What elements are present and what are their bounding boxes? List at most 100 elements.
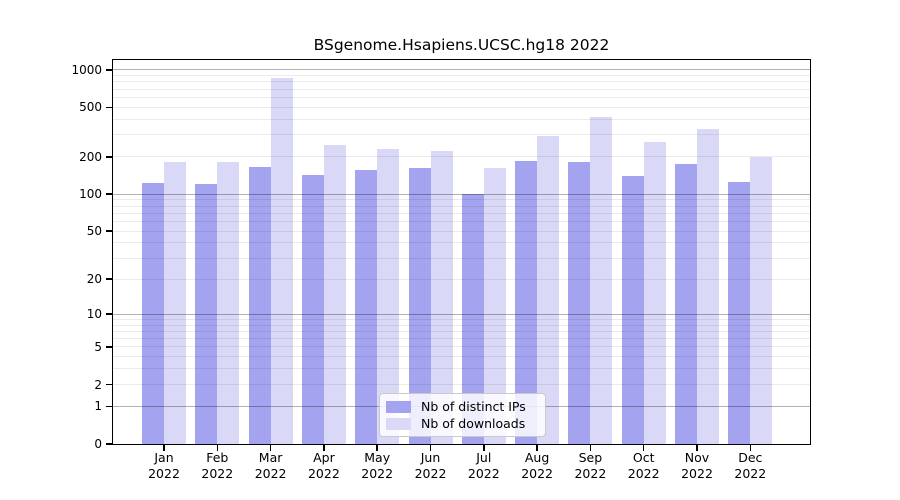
bar-downloads-oct <box>643 141 666 444</box>
bar-downloads-aug <box>537 135 560 444</box>
gridline-minor <box>113 356 810 358</box>
bar-downloads-mar <box>270 78 293 444</box>
y-tick-label: 100 <box>79 187 102 202</box>
gridline-major <box>113 193 810 195</box>
legend-swatch-downloads <box>386 417 411 430</box>
y-tick-label: 20 <box>86 272 102 287</box>
legend: Nb of distinct IPs Nb of downloads <box>379 393 546 437</box>
legend-item-downloads: Nb of downloads <box>386 415 539 432</box>
y-tick <box>106 69 113 71</box>
y-tick <box>106 230 113 232</box>
x-tick <box>163 444 165 451</box>
x-tick <box>749 444 752 451</box>
gridline-minor <box>113 278 810 280</box>
gridline-minor <box>113 330 810 332</box>
chart-title: BSgenome.Hsapiens.UCSC.hg18 2022 <box>313 36 610 54</box>
bar-distinct-ips-oct <box>621 176 644 444</box>
x-tick-label-oct: Oct 2022 <box>627 450 660 481</box>
gridline-minor <box>113 106 810 108</box>
bar-downloads-nov <box>697 128 719 444</box>
gridline-minor <box>113 242 810 244</box>
x-tick <box>376 444 378 451</box>
x-tick <box>429 444 432 451</box>
bar-downloads-jul <box>483 168 506 444</box>
y-tick <box>106 278 113 280</box>
y-tick-label: 200 <box>79 149 102 164</box>
gridline-major <box>113 69 810 71</box>
legend-item-ips: Nb of distinct IPs <box>386 398 539 415</box>
x-tick-label-sep: Sep 2022 <box>574 450 607 481</box>
y-tick <box>106 156 113 158</box>
bar-distinct-ips-may <box>355 169 378 444</box>
bar-distinct-ips-sep <box>568 161 591 444</box>
gridline-minor <box>113 324 810 326</box>
y-tick <box>106 106 113 109</box>
gridline-minor <box>113 75 810 77</box>
y-tick-label: 1 <box>94 399 102 414</box>
x-tick-label-jul: Jul 2022 <box>467 450 500 481</box>
bar-distinct-ips-jul <box>461 194 484 444</box>
gridline-minor <box>113 205 810 207</box>
bar-distinct-ips-aug <box>515 161 538 444</box>
x-tick-label-mar: Mar 2022 <box>254 450 287 481</box>
y-tick-label: 5 <box>94 339 102 354</box>
x-tick-label-may: May 2022 <box>361 450 394 481</box>
y-tick-label: 0 <box>94 437 102 451</box>
y-tick <box>106 346 113 348</box>
gridline-minor <box>113 212 810 214</box>
bar-distinct-ips-jan <box>142 183 164 444</box>
gridline-minor <box>113 346 810 348</box>
gridline-minor <box>113 88 810 90</box>
x-tick <box>642 444 645 451</box>
x-tick-label-feb: Feb 2022 <box>201 450 234 481</box>
gridline-minor <box>113 220 810 222</box>
x-tick <box>269 444 272 451</box>
bar-distinct-ips-jun <box>408 168 431 444</box>
x-tick <box>323 444 325 451</box>
legend-label-ips: Nb of distinct IPs <box>421 399 526 414</box>
x-tick-label-jun: Jun 2022 <box>414 450 447 481</box>
gridline-minor <box>113 384 810 385</box>
bar-distinct-ips-dec <box>728 182 751 444</box>
y-tick <box>106 383 113 386</box>
gridline-minor <box>113 118 810 120</box>
y-tick-label: 50 <box>86 224 102 239</box>
y-tick-label: 2 <box>94 377 102 392</box>
gridline-minor <box>113 156 810 158</box>
x-tick <box>483 444 485 451</box>
gridline-minor <box>113 199 810 201</box>
gridline-minor <box>113 81 810 83</box>
y-tick <box>106 193 113 195</box>
x-tick <box>696 444 698 451</box>
bar-downloads-may <box>377 148 400 444</box>
gridline-minor <box>113 338 810 340</box>
x-tick <box>536 444 538 451</box>
gridline-minor <box>113 257 810 259</box>
bar-downloads-jan <box>164 162 186 444</box>
gridline-minor <box>113 96 810 98</box>
gridline-minor <box>113 134 810 136</box>
x-tick-label-apr: Apr 2022 <box>307 450 340 481</box>
y-tick-label: 1000 <box>71 62 102 77</box>
legend-swatch-ips <box>386 400 411 413</box>
bar-distinct-ips-mar <box>248 167 271 444</box>
bar-distinct-ips-nov <box>675 163 697 444</box>
gridline-minor <box>113 318 810 320</box>
y-tick <box>106 405 113 408</box>
y-tick-label: 10 <box>86 307 102 322</box>
bar-downloads-apr <box>323 144 346 444</box>
x-tick-label-nov: Nov 2022 <box>681 450 713 481</box>
bar-downloads-dec <box>750 157 773 444</box>
bar-downloads-jun <box>430 150 453 444</box>
x-tick <box>216 444 219 451</box>
x-tick-label-aug: Aug 2022 <box>521 450 553 481</box>
x-tick-label-dec: Dec 2022 <box>734 450 767 481</box>
x-tick <box>589 444 592 451</box>
gridline-major <box>113 313 810 315</box>
legend-label-downloads: Nb of downloads <box>421 416 526 431</box>
bar-downloads-sep <box>590 116 613 444</box>
y-tick-label: 500 <box>79 100 102 115</box>
bar-downloads-feb <box>217 162 240 444</box>
y-tick <box>106 313 113 315</box>
